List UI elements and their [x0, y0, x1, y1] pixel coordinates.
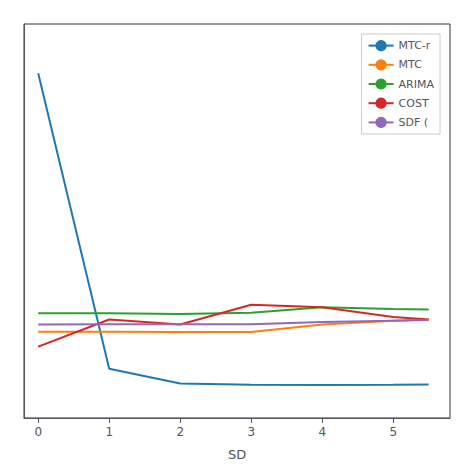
svg-text:SD: SD [228, 447, 246, 462]
svg-text:MTC-r: MTC-r [399, 39, 431, 52]
svg-text:ARIMA: ARIMA [399, 78, 435, 91]
svg-text:0: 0 [34, 425, 42, 439]
svg-text:MTC: MTC [399, 58, 423, 71]
svg-text:2: 2 [176, 425, 184, 439]
svg-text:COST: COST [399, 97, 429, 110]
svg-text:4: 4 [318, 425, 326, 439]
svg-text:3: 3 [247, 425, 255, 439]
svg-text:1: 1 [105, 425, 113, 439]
svg-text:SDF (: SDF ( [399, 116, 429, 129]
svg-text:5: 5 [389, 425, 397, 439]
